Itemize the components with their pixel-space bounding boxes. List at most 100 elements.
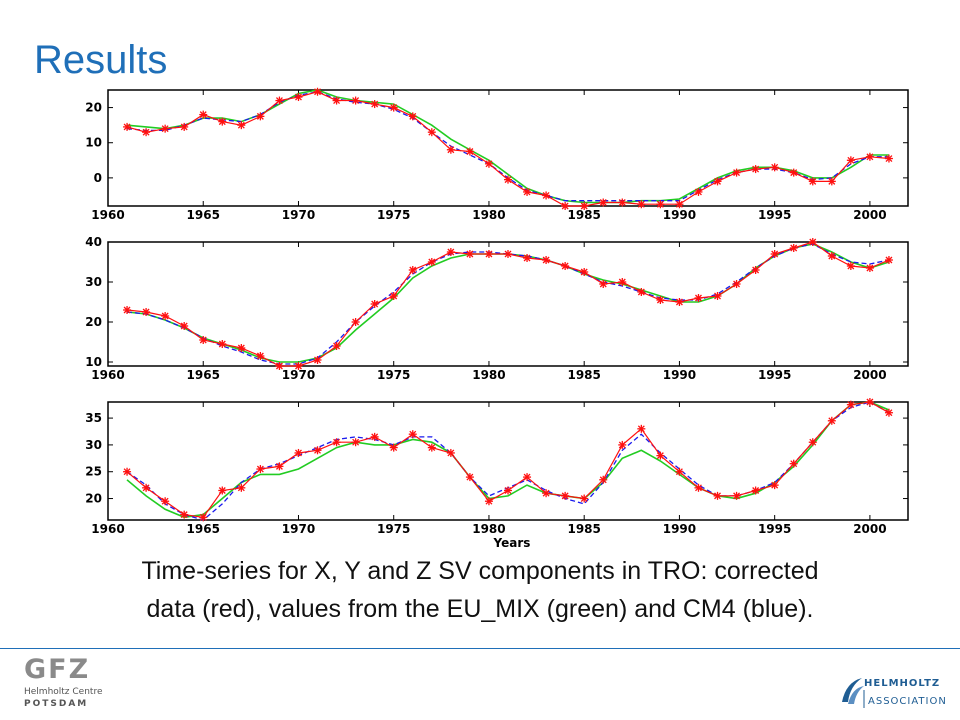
chart-panel-3: 1960 1965 1970 1975 1980 1985 1990 1995 2000 20 25… [85, 398, 909, 550]
data-point-red [484, 250, 493, 258]
data-point-red [408, 112, 417, 121]
x-tick-label: 1995 [758, 368, 791, 382]
series-line-red [126, 401, 890, 518]
data-point-red [656, 296, 665, 304]
data-point-red [637, 288, 646, 296]
x-tick-label: 1985 [567, 368, 600, 382]
data-point-red [770, 163, 779, 172]
x-tick-label: 1975 [377, 368, 410, 382]
data-point-red [599, 475, 608, 484]
data-point-red [656, 451, 665, 460]
slide-title: Results [34, 38, 168, 82]
x-tick-label: 2000 [853, 208, 886, 222]
data-point-red [256, 352, 265, 360]
data-point-red [561, 491, 570, 500]
data-point-red [523, 187, 532, 196]
data-point-red [256, 112, 265, 121]
data-point-red [827, 416, 836, 425]
data-point-red [789, 244, 798, 252]
data-point-red [789, 168, 798, 177]
data-point-red [827, 252, 836, 260]
gfz-logo-line1: Helmholtz Centre [24, 687, 103, 697]
y-tick-label: 25 [85, 465, 102, 479]
data-point-red [561, 202, 570, 210]
data-point-red [275, 462, 284, 471]
x-tick-label: 1965 [187, 368, 220, 382]
data-point-red [370, 100, 379, 109]
plot-frame [107, 401, 909, 521]
data-point-red [865, 264, 874, 272]
data-point-red [180, 510, 189, 519]
helmholtz-logo: HELMHOLTZ ASSOCIATION [842, 678, 947, 708]
data-point-red [408, 266, 417, 274]
y-tick-label: 30 [85, 275, 102, 289]
helmholtz-line1: HELMHOLTZ [864, 678, 940, 689]
data-point-red [161, 497, 170, 506]
data-point-red [123, 122, 132, 131]
data-point-red [770, 250, 779, 258]
x-tick-label: 1970 [282, 522, 315, 536]
y-tick-label: 35 [85, 411, 102, 425]
data-point-red [637, 424, 646, 433]
data-point-red [789, 459, 798, 468]
data-point-red [294, 93, 303, 102]
data-point-red [865, 398, 874, 406]
data-point-red [313, 87, 322, 96]
data-point-red [237, 121, 246, 130]
x-tick-label: 1960 [91, 208, 124, 222]
x-tick-label: 1975 [377, 208, 410, 222]
data-point-red [332, 438, 341, 447]
data-point-red [123, 306, 132, 314]
data-point-red [237, 483, 246, 492]
helmholtz-mark-icon [842, 678, 864, 704]
data-point-red [618, 198, 627, 207]
data-point-red [694, 483, 703, 492]
data-point-red [580, 268, 589, 276]
y-tick-label: 40 [85, 235, 102, 249]
y-tick-label: 20 [85, 492, 102, 506]
data-point-red [599, 280, 608, 288]
data-point-red [351, 318, 360, 326]
data-point-red [751, 266, 760, 274]
data-point-red [370, 432, 379, 441]
data-point-red [599, 198, 608, 207]
data-point-red [656, 200, 665, 209]
data-point-red [732, 280, 741, 288]
data-point-red [218, 340, 227, 348]
data-point-red [561, 262, 570, 270]
data-point-red [523, 473, 532, 482]
data-point-red [713, 491, 722, 500]
data-point-red [504, 486, 512, 495]
data-point-red [675, 467, 684, 476]
data-point-red [504, 250, 512, 258]
data-point-red [237, 344, 246, 352]
data-point-red [199, 336, 208, 344]
data-point-red [637, 200, 646, 209]
y-tick-label: 10 [85, 136, 102, 150]
helmholtz-line2: ASSOCIATION [868, 696, 947, 707]
data-point-red [523, 254, 532, 262]
data-point-red [465, 473, 474, 482]
x-tick-label: 1980 [472, 522, 505, 536]
data-point-red [427, 443, 436, 452]
data-point-red [446, 145, 455, 154]
data-point-red [580, 494, 589, 503]
gfz-logo: GFZ Helmholtz Centre POTSDAM [24, 654, 103, 709]
x-tick-label: 1970 [282, 208, 315, 222]
data-point-red [542, 191, 551, 200]
y-tick-label: 10 [85, 355, 102, 369]
data-point-red [427, 258, 436, 266]
series-line-blue [126, 91, 889, 202]
data-point-red [294, 362, 303, 370]
gfz-logo-line2: POTSDAM [24, 699, 88, 709]
gfz-logo-name: GFZ [24, 654, 90, 685]
data-point-red [332, 342, 341, 350]
data-point-red [675, 298, 684, 306]
x-tick-label: 1980 [472, 208, 505, 222]
data-point-red [542, 256, 551, 264]
x-tick-label: 2000 [853, 368, 886, 382]
x-tick-label: 1995 [758, 522, 791, 536]
data-point-red [199, 513, 208, 522]
data-point-red [580, 202, 589, 210]
data-point-red [313, 446, 322, 455]
